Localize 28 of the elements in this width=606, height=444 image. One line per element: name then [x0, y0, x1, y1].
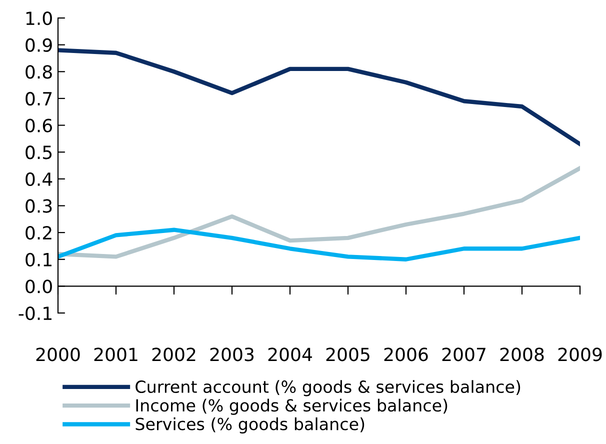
x-tick-label: 2007: [442, 348, 486, 362]
y-tick-label: -0.1: [18, 306, 52, 320]
line-series: [58, 228, 580, 262]
legend-label: Services (% goods balance): [136, 417, 364, 434]
x-tick-label: 2008: [500, 348, 544, 362]
line-series: [58, 48, 580, 146]
legend-label: Current account (% goods & services balance): [136, 380, 520, 396]
y-tick-label: 0.1: [26, 252, 52, 266]
x-tick-label: 2000: [36, 348, 80, 362]
y-tick-label: 0.5: [26, 146, 52, 160]
line-series: [58, 166, 580, 259]
x-tick-label: 2004: [268, 348, 312, 362]
x-tick-label: 2001: [94, 348, 138, 362]
y-tick-label: 0.9: [26, 38, 52, 52]
y-tick-label: 1.0: [26, 11, 52, 26]
y-tick-label: 0.8: [26, 65, 52, 79]
x-tick-label: 2006: [384, 348, 428, 362]
x-tick-label: 2002: [152, 348, 196, 362]
y-tick-label: 0.2: [26, 226, 52, 240]
x-tick-label: 2009: [558, 348, 602, 362]
x-tick-label: 2003: [210, 348, 254, 362]
legend-label: Income (% goods & services balance): [136, 398, 448, 415]
y-tick-label: 0.0: [26, 280, 52, 294]
y-tick-label: 0.4: [26, 172, 52, 186]
y-tick-label: 0.6: [26, 118, 52, 132]
y-tick-label: 0.3: [26, 199, 52, 213]
y-tick-label: 0.7: [26, 92, 52, 106]
x-tick-label: 2005: [326, 348, 370, 362]
